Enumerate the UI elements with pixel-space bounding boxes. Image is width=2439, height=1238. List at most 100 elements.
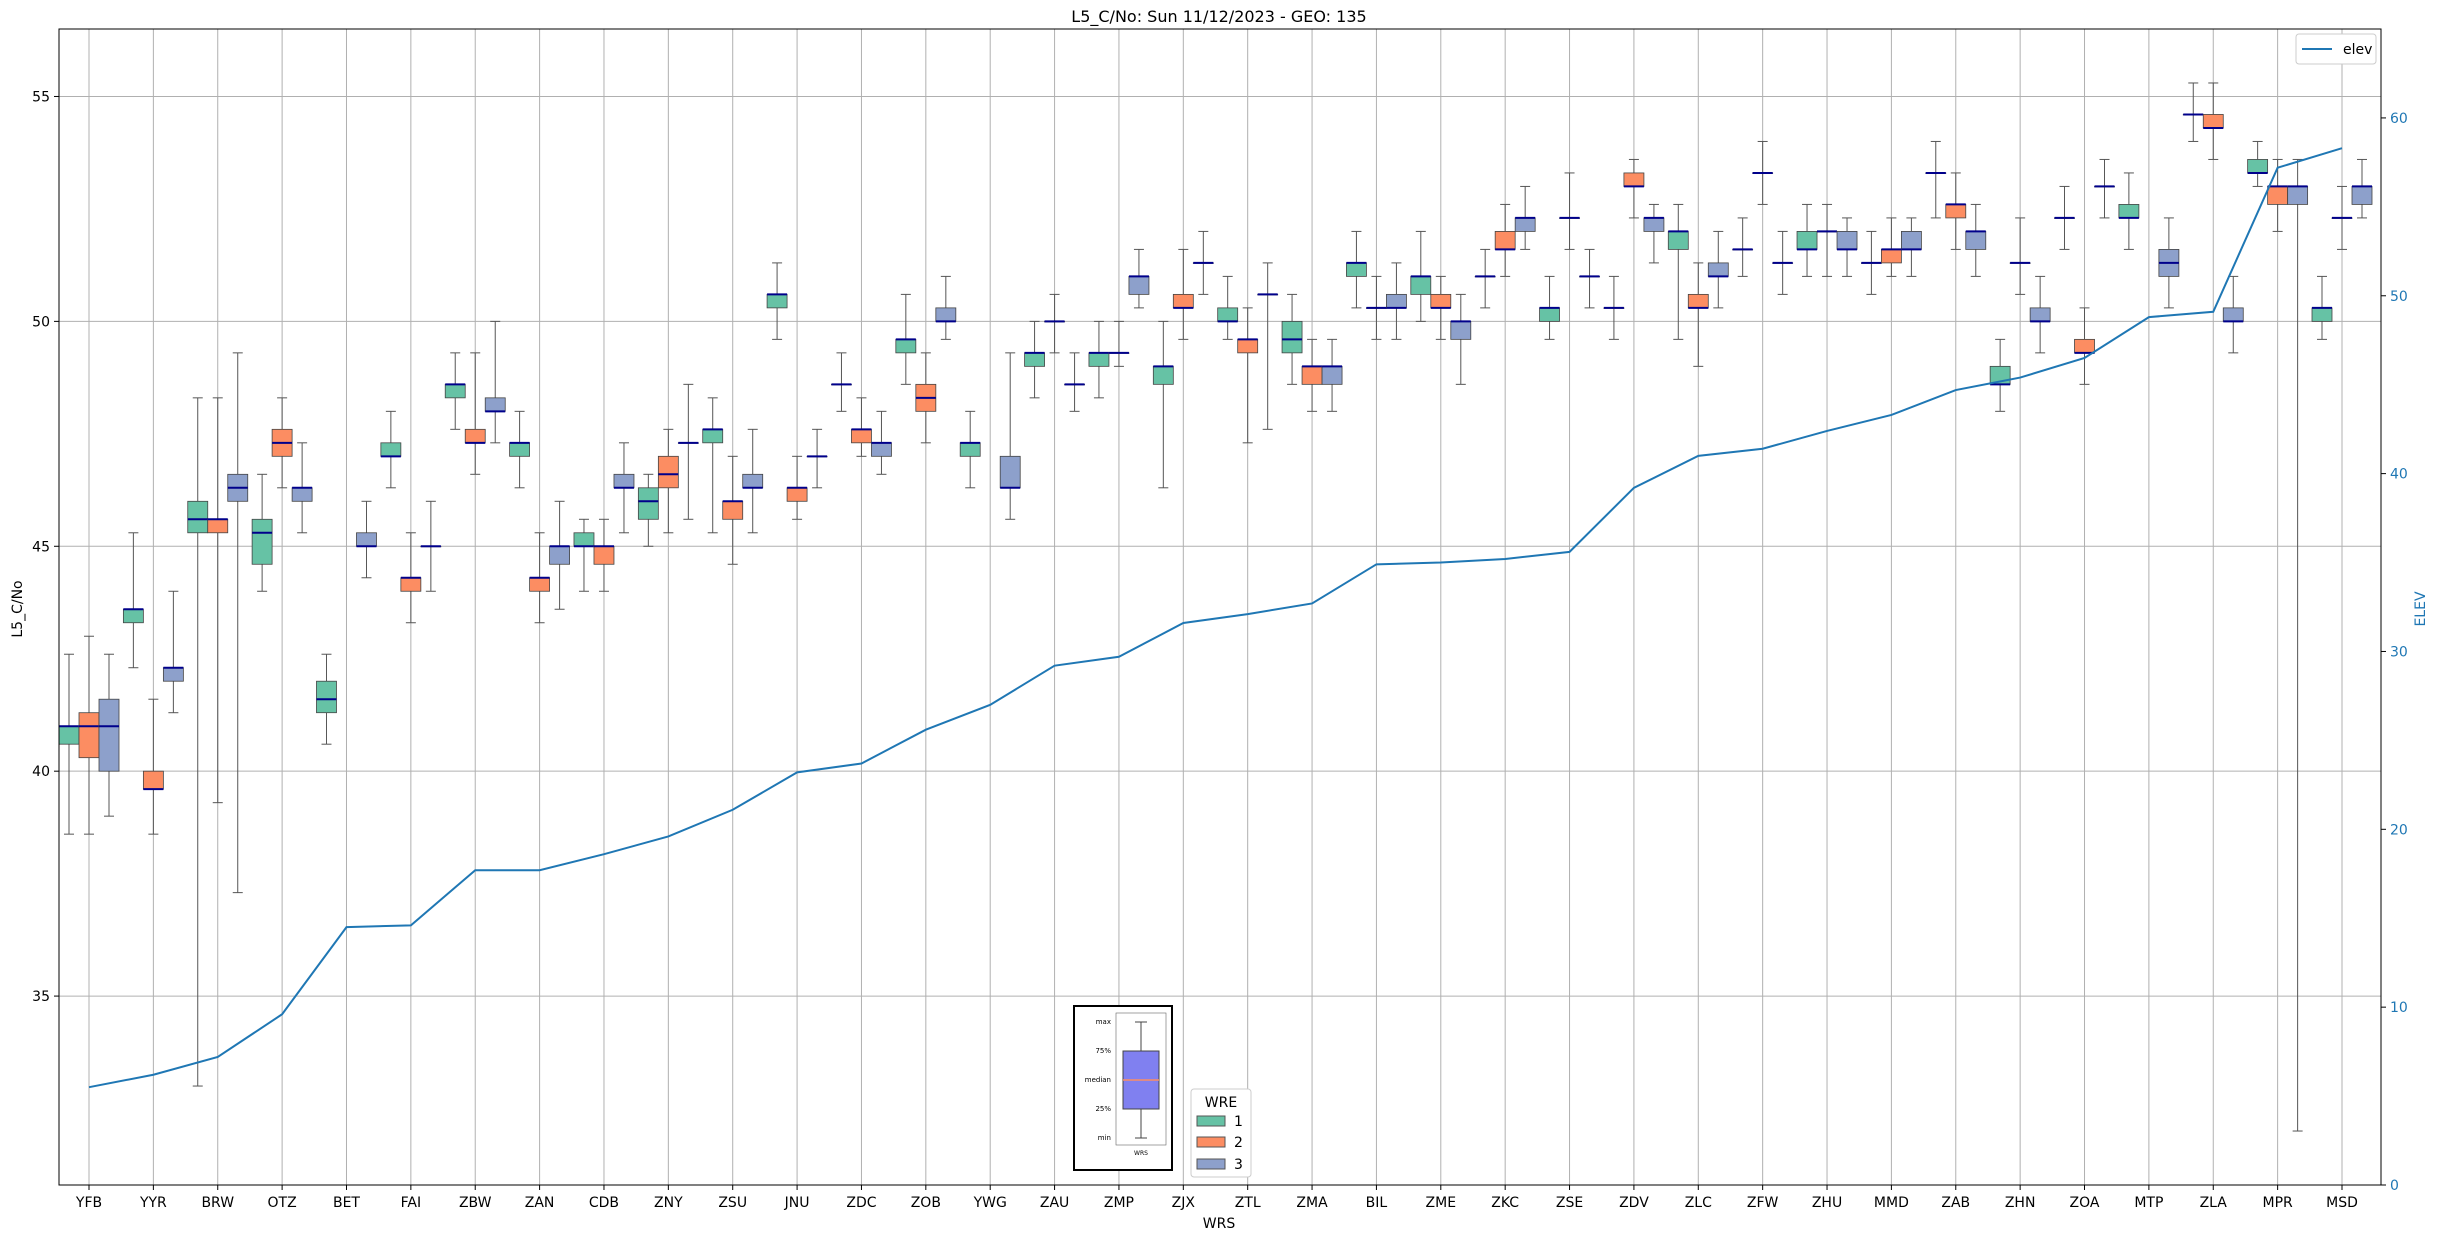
boxplot-JNU-wre1 <box>766 262 788 340</box>
box-iqr <box>444 383 466 399</box>
inset-xlabel: WRS <box>1134 1150 1148 1157</box>
box-iqr <box>786 487 808 502</box>
box-iqr <box>573 532 595 547</box>
boxplot-ZTL-wre2 <box>1237 307 1259 444</box>
boxplot-ZJX-wre2 <box>1172 248 1194 340</box>
x-tick-label: ZME <box>1426 1195 1457 1211</box>
box-iqr <box>1539 307 1560 322</box>
boxplot-BIL-wre2 <box>1366 275 1387 340</box>
box-iqr <box>162 667 184 682</box>
boxplot-OTZ-wre3 <box>291 442 313 534</box>
box-iqr <box>742 473 764 489</box>
plot-frame <box>58 28 2382 1186</box>
x-tick-label: MMD <box>1874 1195 1909 1211</box>
boxplot-ZKC-wre3 <box>1514 185 1536 250</box>
y-right-tick-label: 20 <box>2390 822 2408 838</box>
boxplot-ZAB-wre2 <box>1945 172 1967 250</box>
boxplot-BRW-wre2 <box>207 397 229 804</box>
wre-legend-label-3: 3 <box>1234 1157 1243 1173</box>
x-tick-label: YYR <box>139 1195 167 1211</box>
x-tick-label: ZNY <box>654 1195 683 1211</box>
inset-label-q3: 75% <box>1095 1047 1111 1055</box>
boxplot-ZOA-wre3 <box>2094 158 2115 219</box>
boxplot-MSD-wre3 <box>2351 158 2373 219</box>
y-right-tick-label: 40 <box>2390 467 2408 483</box>
x-tick-label: ZOA <box>2070 1195 2100 1211</box>
boxplot-MSD-wre2 <box>2331 185 2353 250</box>
boxplot-ZBW-wre2 <box>464 352 486 475</box>
boxplot-FAI-wre2 <box>400 532 422 624</box>
box-iqr <box>935 307 957 322</box>
box-iqr <box>2351 186 2373 205</box>
x-tick-label: JNU <box>784 1195 810 1211</box>
boxplot-BRW-wre3 <box>227 352 249 894</box>
y-right-tick-label: 30 <box>2390 644 2408 660</box>
boxplot-ZSU-wre3 <box>742 428 764 534</box>
y-tick-label: 55 <box>32 89 50 105</box>
boxplot-ZTL-wre3 <box>1257 262 1279 430</box>
box-iqr <box>1128 275 1150 295</box>
boxplot-ZAN-wre2 <box>529 532 550 624</box>
box-iqr <box>1088 352 1110 367</box>
box-iqr <box>1024 352 1045 367</box>
box-iqr <box>871 442 892 457</box>
boxplot-ZOB-wre1 <box>895 293 917 385</box>
boxplot-ZDV-wre3 <box>1643 203 1665 264</box>
x-tick-label: BIL <box>1366 1195 1388 1211</box>
box-iqr <box>1450 320 1472 340</box>
box-iqr <box>1945 204 1967 219</box>
box-iqr <box>1623 172 1645 187</box>
x-tick-label: BET <box>333 1195 360 1211</box>
box-iqr <box>122 608 144 624</box>
boxplot-MMD-wre1 <box>1861 230 1882 295</box>
x-tick-label: ZAU <box>1040 1195 1069 1211</box>
boxplot-ZLA-wre3 <box>2222 275 2244 354</box>
x-tick-label: ZAN <box>525 1195 555 1211</box>
x-tick-label: ZOB <box>911 1195 941 1211</box>
box-iqr <box>251 518 273 565</box>
box-iqr <box>1430 293 1452 309</box>
boxplot-ZDC-wre3 <box>871 410 892 475</box>
boxplot-ZKC-wre1 <box>1474 248 1496 309</box>
box-iqr <box>657 455 679 489</box>
box-iqr <box>2029 307 2051 322</box>
box-iqr <box>1796 231 1818 250</box>
wre-legend-swatch-1 <box>1196 1115 1226 1127</box>
x-tick-label: ZBW <box>459 1195 492 1211</box>
x-tick-label: YWG <box>973 1195 1007 1211</box>
box-iqr <box>1321 365 1343 385</box>
wre-legend-label-2: 2 <box>1234 1135 1243 1151</box>
box-iqr <box>1172 293 1194 309</box>
boxplot-ZSE-wre2 <box>1559 172 1580 250</box>
y-axis-label: L5_C/No <box>10 580 26 637</box>
boxplot-OTZ-wre2 <box>271 397 293 489</box>
boxplot-ZFW-wre1 <box>1732 217 1754 277</box>
inset-box-key: max 75% median 25% min WRS <box>1073 1005 1173 1171</box>
boxplot-ZLC-wre3 <box>1707 230 1729 309</box>
y-right-tick-label: 10 <box>2390 1000 2408 1016</box>
x-tick-label: ZHN <box>2005 1195 2036 1211</box>
boxplot-ZBW-wre3 <box>484 320 506 444</box>
boxplot-ZNY-wre2 <box>657 428 679 534</box>
boxplot-ZMA-wre3 <box>1321 338 1343 412</box>
elev-line <box>88 147 2343 1089</box>
inset-label-median: median <box>1085 1076 1111 1084</box>
box-iqr <box>2267 186 2289 205</box>
x-tick-label: ZLC <box>1685 1195 1712 1211</box>
x-tick-label: ZSU <box>718 1195 747 1211</box>
x-tick-label: ZKC <box>1491 1195 1519 1211</box>
box-iqr <box>58 725 80 745</box>
boxplot-BET-wre3 <box>356 500 377 579</box>
box-iqr <box>549 545 570 565</box>
wre-legend: WRE 1 2 3 <box>1190 1088 1252 1178</box>
y-tick-label: 50 <box>32 314 50 330</box>
chart-title: L5_C/No: Sun 11/12/2023 - GEO: 135 <box>1071 7 1366 27</box>
box-iqr <box>1881 249 1902 264</box>
boxplot-MPR-wre1 <box>2247 140 2269 187</box>
boxplot-ZNY-wre3 <box>677 383 699 520</box>
boxplot-ZME-wre2 <box>1430 275 1452 340</box>
boxplot-ZSE-wre3 <box>1579 248 1600 309</box>
x-tick-label: YFB <box>75 1195 102 1211</box>
x-tick-label: ZSE <box>1556 1195 1583 1211</box>
boxplot-ZKC-wre2 <box>1494 203 1516 277</box>
